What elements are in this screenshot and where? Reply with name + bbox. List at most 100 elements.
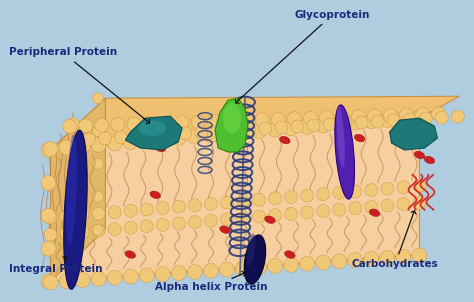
Circle shape [367,109,382,123]
Circle shape [252,124,266,139]
Circle shape [99,132,111,145]
Circle shape [211,125,224,138]
Circle shape [413,196,426,209]
Ellipse shape [355,134,365,142]
Circle shape [365,201,378,214]
Circle shape [237,211,249,224]
Circle shape [432,107,446,121]
Text: Alpha helix Protein: Alpha helix Protein [155,271,268,292]
Circle shape [207,114,221,128]
Circle shape [381,199,394,212]
Circle shape [67,249,80,262]
Polygon shape [125,116,182,150]
Circle shape [319,111,333,125]
Circle shape [123,135,138,149]
Circle shape [259,122,272,135]
Circle shape [285,207,298,220]
Circle shape [220,196,234,209]
Circle shape [365,184,378,197]
Circle shape [269,192,282,205]
Polygon shape [51,98,105,281]
Circle shape [108,206,121,219]
Polygon shape [51,98,105,281]
Circle shape [383,108,398,123]
Text: Integral Protein: Integral Protein [9,257,102,275]
Circle shape [332,254,347,269]
Circle shape [349,185,362,198]
Circle shape [76,225,89,238]
Circle shape [67,183,80,196]
Circle shape [252,260,266,275]
Circle shape [303,111,317,125]
Ellipse shape [223,103,241,133]
Ellipse shape [280,136,290,144]
Circle shape [139,268,154,283]
Polygon shape [390,118,438,150]
Circle shape [204,198,218,210]
Circle shape [44,211,57,224]
Circle shape [220,213,234,226]
Circle shape [268,259,283,274]
Circle shape [156,201,169,214]
Circle shape [339,117,352,130]
Circle shape [380,250,395,265]
Circle shape [146,129,160,142]
Circle shape [355,116,368,129]
Circle shape [317,188,330,201]
Circle shape [239,113,253,127]
Circle shape [140,220,153,233]
Polygon shape [51,118,419,281]
Circle shape [163,128,175,141]
Circle shape [333,203,346,216]
Text: Carbohydrates: Carbohydrates [352,211,438,269]
Circle shape [92,224,103,235]
Circle shape [332,117,347,132]
Circle shape [451,110,465,123]
Circle shape [253,210,265,223]
Ellipse shape [284,251,295,258]
Ellipse shape [70,201,81,208]
Circle shape [91,271,106,286]
Circle shape [41,274,56,289]
Circle shape [92,159,103,169]
Circle shape [219,262,235,277]
Circle shape [41,143,56,157]
Circle shape [275,121,288,134]
Circle shape [123,269,138,284]
Ellipse shape [369,209,380,217]
Ellipse shape [244,235,266,284]
Circle shape [255,113,269,127]
Text: Glycoprotein: Glycoprotein [236,10,370,103]
Circle shape [253,193,265,206]
Circle shape [92,93,103,104]
Circle shape [387,114,400,127]
Circle shape [316,255,331,270]
Circle shape [41,241,56,256]
Circle shape [333,186,346,199]
Circle shape [223,114,237,128]
Circle shape [43,275,58,290]
Circle shape [287,112,301,126]
Ellipse shape [155,144,165,152]
Circle shape [41,175,56,190]
Ellipse shape [337,106,345,168]
Circle shape [236,125,250,140]
Circle shape [195,126,208,139]
Circle shape [59,274,74,289]
Circle shape [44,228,57,241]
Circle shape [307,119,320,132]
Circle shape [419,112,432,125]
Circle shape [403,113,416,126]
Circle shape [349,202,362,215]
Circle shape [301,189,314,202]
Circle shape [95,118,109,132]
Circle shape [236,261,250,276]
Polygon shape [51,96,459,150]
Circle shape [271,112,285,126]
Circle shape [380,112,395,127]
Circle shape [317,204,330,217]
Polygon shape [51,118,419,281]
Circle shape [285,191,298,203]
Circle shape [115,131,128,144]
Circle shape [301,206,314,219]
